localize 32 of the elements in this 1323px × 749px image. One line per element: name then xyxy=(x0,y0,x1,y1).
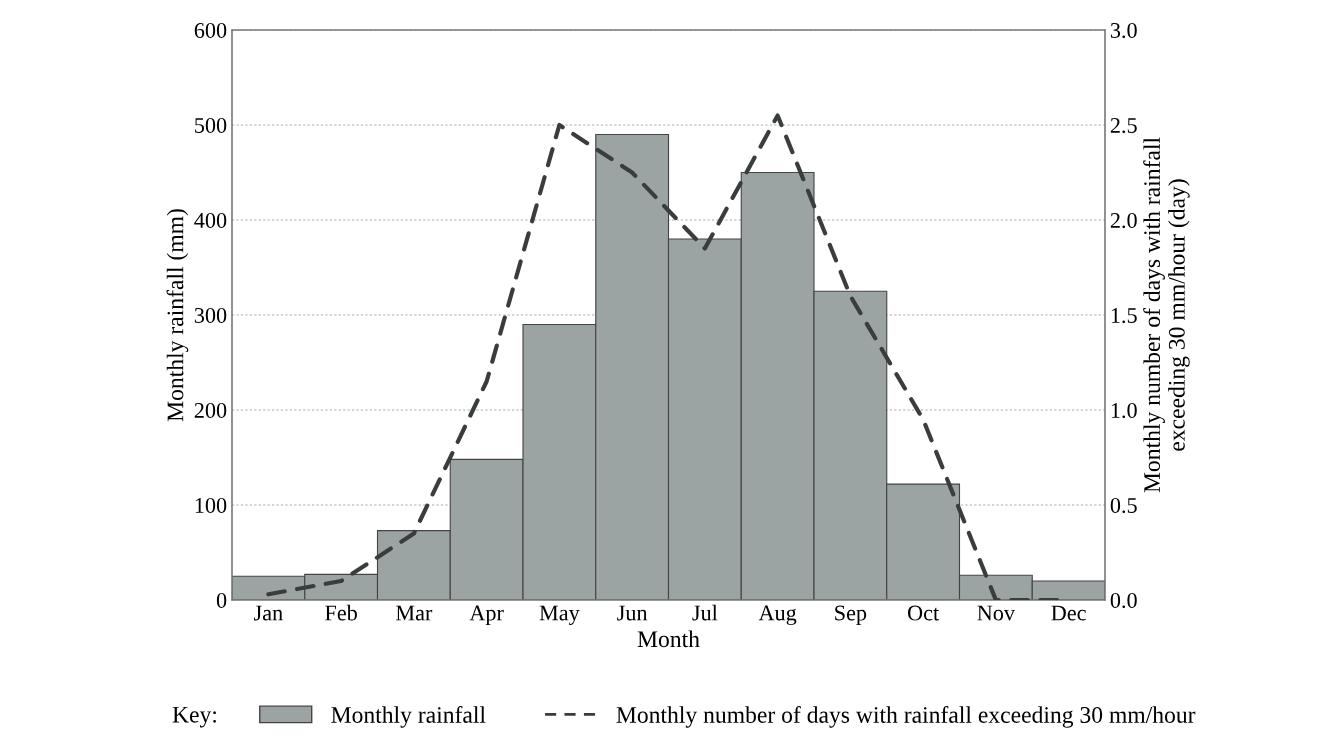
y-tick-label: 0 xyxy=(216,592,227,608)
y-tick-label: 600 xyxy=(194,22,227,38)
x-tick-label: Mar xyxy=(396,605,433,621)
y2-tick-label: 2.0 xyxy=(1110,212,1137,229)
y2-axis-title: Monthly number of days with rainfall exceeding 30 mm/hour (day) xyxy=(1143,137,1190,493)
legend-label: Monthly number of days with rainfall exceeding 30 mm/hour xyxy=(616,706,1196,728)
y2-tick-label: 0.0 xyxy=(1110,592,1137,609)
legend-title: Key: xyxy=(172,706,216,728)
legend-label: Monthly rainfall xyxy=(331,706,486,728)
y-tick-label: 300 xyxy=(194,307,227,323)
x-tick-label: Nov xyxy=(977,605,1016,621)
y-tick-label: 200 xyxy=(194,402,227,418)
x-tick-label: Oct xyxy=(907,605,940,621)
x-tick-label: Jan xyxy=(254,605,283,621)
x-tick-label: Jul xyxy=(692,604,718,621)
y-tick-label: 400 xyxy=(194,212,227,228)
y2-tick-label: 1.0 xyxy=(1111,402,1137,419)
x-tick-label: Apr xyxy=(469,605,504,626)
x-tick-label: Feb xyxy=(325,604,357,621)
y2-tick-label: 0.5 xyxy=(1110,497,1137,514)
x-tick-label: Dec xyxy=(1051,605,1086,621)
x-tick-label: Sep xyxy=(835,605,867,626)
y-tick-label: 500 xyxy=(195,117,227,133)
x-tick-label: May xyxy=(539,605,580,626)
x-tick-label: Aug xyxy=(758,605,797,626)
y-tick-label: 100 xyxy=(195,497,227,513)
y2-tick-label: 3.0 xyxy=(1110,22,1137,39)
y2-tick-label: 1.5 xyxy=(1111,308,1137,324)
y2-tick-label: 2.5 xyxy=(1110,117,1137,134)
y-axis-title: Monthly rainfall (mm) xyxy=(166,209,189,422)
x-axis-title: Month xyxy=(637,630,700,648)
x-tick-label: Jun xyxy=(617,605,648,621)
